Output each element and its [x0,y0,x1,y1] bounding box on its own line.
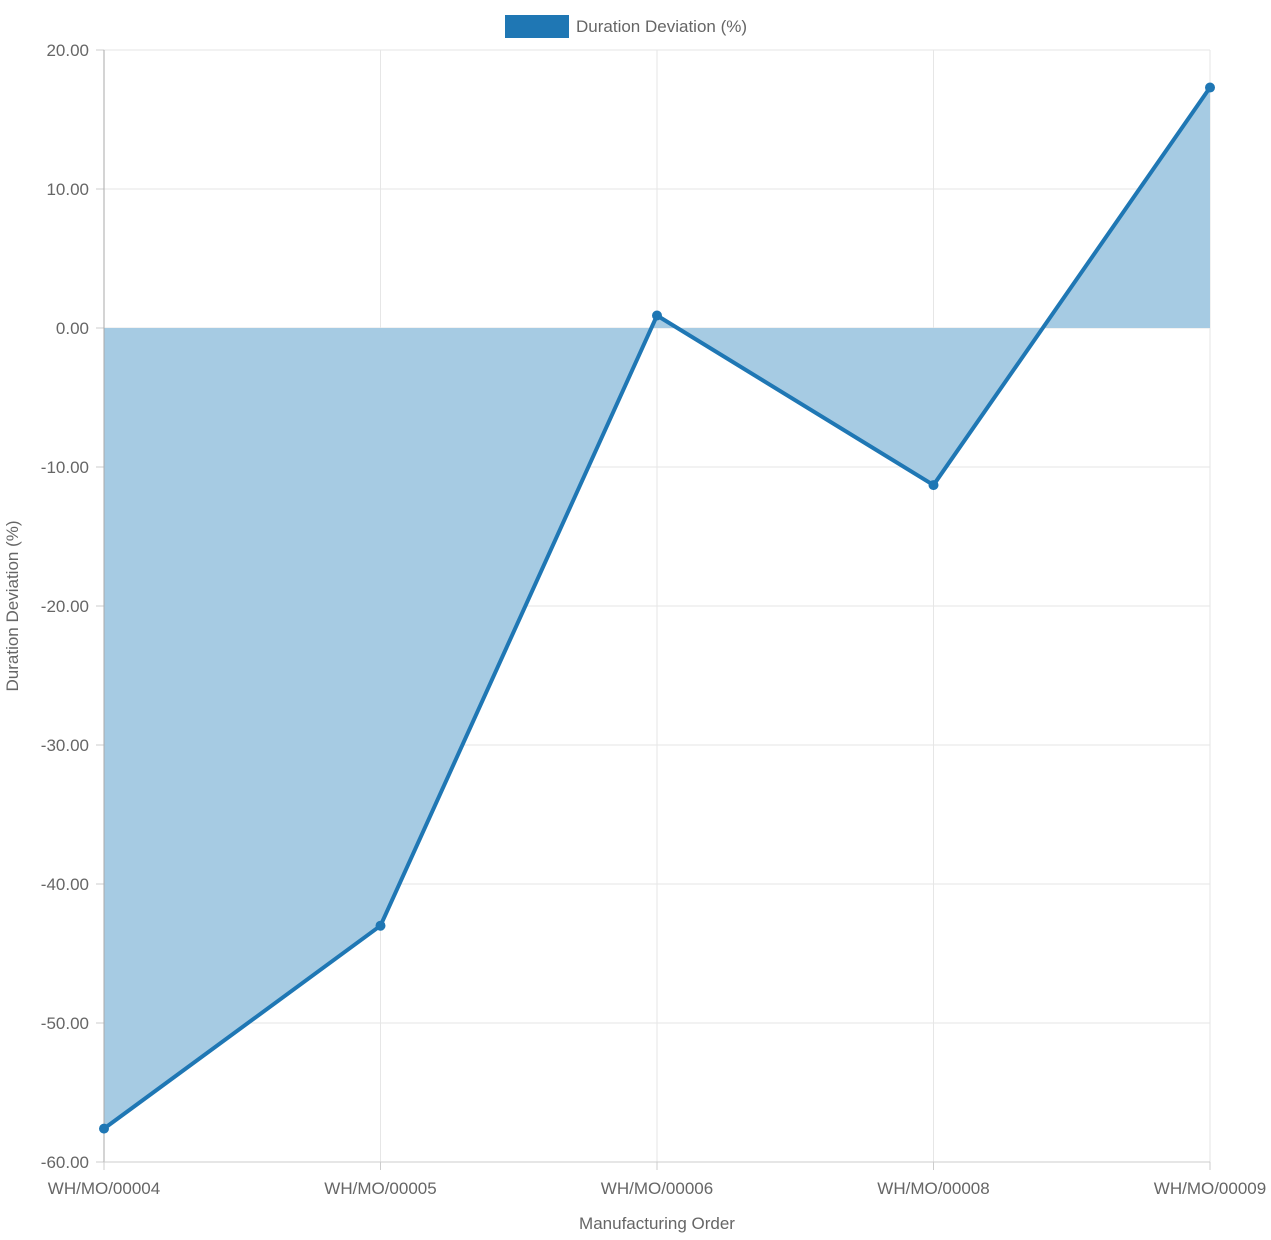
y-tick-label: 0.00 [56,319,89,338]
y-tick-label: -50.00 [41,1014,89,1033]
y-tick-label: -10.00 [41,458,89,477]
axis-layer: -60.00 -50.00 -40.00 -30.00 -20.00 -10.00 0.00… [41,41,1266,1198]
y-tick-label: 20.00 [46,41,89,60]
x-tick-label: WH/MO/00006 [601,1179,713,1198]
x-tick-label: WH/MO/00008 [877,1179,989,1198]
data-point[interactable] [652,310,662,321]
y-tick-label: -60.00 [41,1153,89,1172]
y-tick-label: -20.00 [41,597,89,616]
point-layer [99,82,1215,1134]
x-tick-label: WH/MO/00009 [1154,1179,1266,1198]
y-tick-label: -40.00 [41,875,89,894]
legend-swatch [505,15,569,38]
legend[interactable]: Duration Deviation (%) [505,15,747,38]
x-axis-title: Manufacturing Order [579,1214,735,1233]
data-point[interactable] [375,920,386,931]
y-axis-title: Duration Deviation (%) [3,520,22,691]
x-tick-label: WH/MO/00005 [324,1179,436,1198]
legend-label: Duration Deviation (%) [576,17,747,36]
data-point[interactable] [99,1123,109,1134]
series-area [104,87,1210,1129]
y-tick-label: 10.00 [46,180,89,199]
y-tick-label: -30.00 [41,736,89,755]
data-point[interactable] [1205,82,1215,93]
data-point[interactable] [928,480,939,491]
x-tick-label: WH/MO/00004 [48,1179,160,1198]
area-layer [104,87,1210,1129]
